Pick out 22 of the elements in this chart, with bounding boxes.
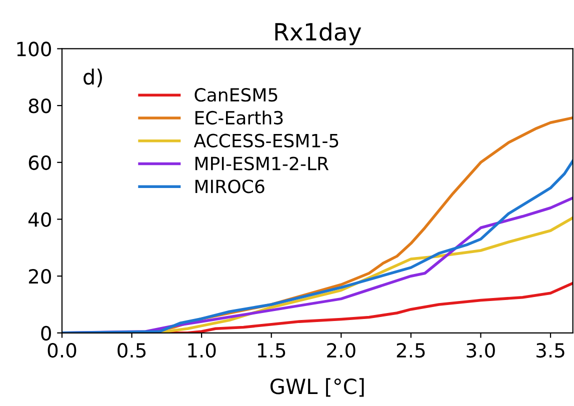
x-tick-label: 3.5 bbox=[536, 342, 564, 358]
legend-label: CanESM5 bbox=[194, 88, 278, 102]
x-tick-label: 1.5 bbox=[258, 343, 286, 358]
y-tick-label: 20 bbox=[28, 269, 51, 284]
x-tick-label: 0.5 bbox=[118, 342, 146, 358]
y-tick-label: 40 bbox=[28, 212, 51, 227]
x-tick-label: 2.5 bbox=[396, 342, 425, 358]
x-tick-label: 1.0 bbox=[188, 342, 216, 358]
legend-label: MPI-ESM1-2-LR bbox=[195, 156, 329, 170]
legend-label: ACCESS-ESM1-5 bbox=[194, 134, 338, 148]
annotation: d) bbox=[84, 68, 102, 88]
x-tick-label: 0.0 bbox=[48, 342, 76, 358]
legend-label: MIROC6 bbox=[195, 180, 264, 194]
legend-label: EC-Earth3 bbox=[195, 110, 283, 125]
x-axis-title: GWL [°C] bbox=[270, 378, 364, 397]
y-tick-label: 60 bbox=[28, 155, 51, 170]
y-tick-label: 80 bbox=[28, 98, 51, 114]
y-tick-label: 0 bbox=[41, 326, 51, 341]
y-tick-label: 100 bbox=[17, 42, 51, 56]
x-tick-label: 2.0 bbox=[327, 342, 356, 358]
chart-title: Rx1day bbox=[275, 22, 362, 46]
x-tick-label: 3.0 bbox=[466, 342, 495, 358]
